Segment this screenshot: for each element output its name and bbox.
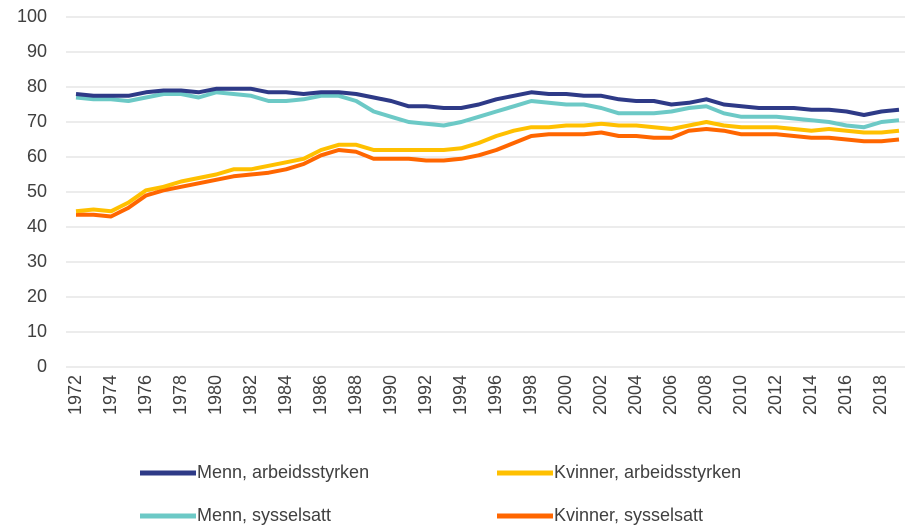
x-tick-label: 1972 bbox=[65, 375, 85, 415]
y-tick-label: 100 bbox=[17, 6, 47, 26]
y-tick-label: 80 bbox=[27, 76, 47, 96]
x-tick-label: 1976 bbox=[135, 375, 155, 415]
y-tick-label: 10 bbox=[27, 321, 47, 341]
x-tick-label: 2018 bbox=[870, 375, 890, 415]
x-tick-label: 2016 bbox=[835, 375, 855, 415]
y-tick-label: 0 bbox=[37, 356, 47, 376]
x-tick-label: 1990 bbox=[380, 375, 400, 415]
x-tick-label: 1980 bbox=[205, 375, 225, 415]
legend-label: Kvinner, sysselsatt bbox=[554, 505, 703, 525]
x-tick-label: 1992 bbox=[415, 375, 435, 415]
legend-label: Kvinner, arbeidsstyrken bbox=[554, 462, 741, 482]
y-tick-label: 40 bbox=[27, 216, 47, 236]
x-tick-label: 1978 bbox=[170, 375, 190, 415]
y-tick-label: 20 bbox=[27, 286, 47, 306]
x-tick-label: 1984 bbox=[275, 375, 295, 415]
x-tick-label: 1974 bbox=[100, 375, 120, 415]
line-series bbox=[75, 90, 900, 130]
x-tick-label: 1996 bbox=[485, 375, 505, 415]
legend-label: Menn, sysselsatt bbox=[197, 505, 331, 525]
y-tick-label: 30 bbox=[27, 251, 47, 271]
x-tick-label: 1988 bbox=[345, 375, 365, 415]
x-tick-label: 2000 bbox=[555, 375, 575, 415]
line-series bbox=[75, 120, 900, 214]
y-tick-label: 50 bbox=[27, 181, 47, 201]
line-series bbox=[76, 127, 900, 219]
y-tick-label: 90 bbox=[27, 41, 47, 61]
legend-label: Menn, arbeidsstyrken bbox=[197, 462, 369, 482]
x-tick-label: 1986 bbox=[310, 375, 330, 415]
y-tick-label: 70 bbox=[27, 111, 47, 131]
x-tick-label: 2006 bbox=[660, 375, 680, 415]
x-tick-label: 2014 bbox=[800, 375, 820, 415]
y-tick-label: 60 bbox=[27, 146, 47, 166]
x-tick-label: 2012 bbox=[765, 375, 785, 415]
x-tick-label: 2002 bbox=[590, 375, 610, 415]
x-tick-label: 1998 bbox=[520, 375, 540, 415]
x-tick-label: 1994 bbox=[450, 375, 470, 415]
line-series bbox=[75, 86, 900, 117]
x-tick-label: 2004 bbox=[625, 375, 645, 415]
x-tick-label: 1982 bbox=[240, 375, 260, 415]
x-tick-label: 2008 bbox=[695, 375, 715, 415]
x-tick-label: 2010 bbox=[730, 375, 750, 415]
